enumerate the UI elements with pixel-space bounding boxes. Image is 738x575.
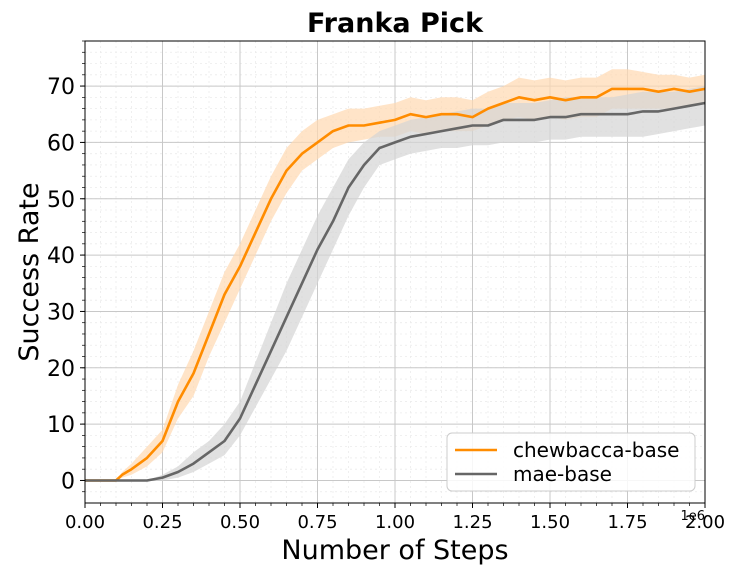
x-axis-offset-label: 1e6 bbox=[680, 509, 705, 524]
x-tick-label: 1.75 bbox=[607, 512, 647, 533]
y-tick-label: 20 bbox=[47, 357, 75, 382]
y-tick-label: 0 bbox=[61, 469, 75, 494]
x-tick-label: 0.50 bbox=[220, 512, 260, 533]
legend-box bbox=[446, 432, 696, 492]
y-tick-label: 50 bbox=[47, 188, 75, 213]
x-tick-label: 0.75 bbox=[297, 512, 337, 533]
legend-label-mae-base: mae-base bbox=[513, 462, 612, 486]
y-tick-label: 70 bbox=[47, 75, 75, 100]
x-tick-label: 1.00 bbox=[375, 512, 415, 533]
y-tick-label: 40 bbox=[47, 244, 75, 269]
series-line-mae-base bbox=[85, 101, 706, 482]
y-axis-ticks: 0 10 20 30 40 50 60 70 bbox=[47, 40, 85, 494]
y-tick-label: 60 bbox=[47, 131, 75, 156]
x-tick-label: 0.00 bbox=[65, 512, 105, 533]
y-tick-label: 10 bbox=[47, 413, 75, 438]
series-line-chewbacca-base bbox=[85, 87, 706, 482]
x-axis-label: Number of Steps bbox=[281, 535, 508, 566]
x-axis-ticks: 0.00 0.25 0.50 0.75 1.00 1.25 1.50 1.75 2.00 bbox=[65, 503, 725, 533]
y-tick-label: 30 bbox=[47, 300, 75, 325]
confidence-band-mae-base bbox=[85, 86, 705, 481]
y-axis-label: Success Rate bbox=[14, 182, 45, 361]
x-tick-label: 0.25 bbox=[142, 512, 182, 533]
x-tick-label: 2.00 bbox=[685, 512, 725, 533]
x-tick-label: 1.50 bbox=[530, 512, 570, 533]
x-tick-label: 1.25 bbox=[452, 512, 492, 533]
legend-label-chewbacca-base: chewbacca-base bbox=[513, 438, 679, 462]
confidence-bands bbox=[85, 69, 705, 481]
series-lines bbox=[85, 87, 706, 482]
chart-title: Franka Pick bbox=[307, 8, 484, 39]
